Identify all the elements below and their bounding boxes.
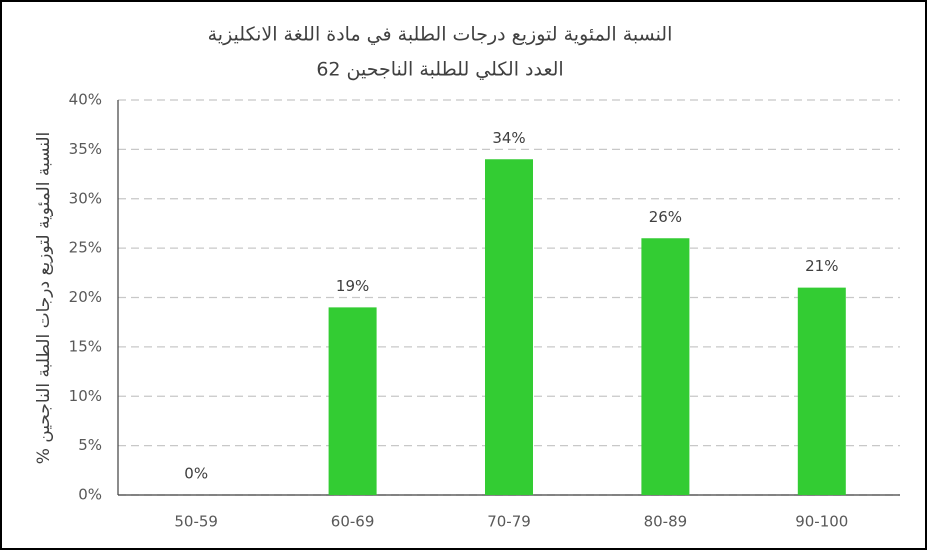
data-label: 0% — [184, 465, 208, 483]
data-label: 26% — [649, 208, 682, 226]
y-tick-label: 0% — [78, 486, 102, 504]
y-tick-label: 35% — [69, 140, 102, 158]
chart-subtitle: العدد الكلي للطلبة الناجحين 62 — [316, 59, 563, 81]
y-tick-label: 25% — [69, 239, 102, 257]
x-tick-label: 50-59 — [174, 513, 218, 531]
y-tick-label: 10% — [69, 387, 102, 405]
data-label: 21% — [805, 257, 838, 275]
y-tick-label: 30% — [69, 189, 102, 207]
bar — [797, 287, 846, 495]
bar — [641, 238, 690, 495]
chart-title: النسبة المئوية لتوزيع درجات الطلبة في ما… — [208, 24, 673, 46]
data-label: 34% — [492, 129, 525, 147]
x-tick-label: 60-69 — [331, 513, 375, 531]
x-tick-label: 90-100 — [795, 513, 848, 531]
bar — [328, 307, 377, 495]
y-tick-label: 5% — [78, 436, 102, 454]
y-tick-label: 40% — [69, 91, 102, 109]
y-tick-label: 20% — [69, 288, 102, 306]
x-tick-label: 70-79 — [487, 513, 531, 531]
data-label: 19% — [336, 277, 369, 295]
bar — [485, 159, 533, 495]
y-axis-label: النسبة المئوية لتوزيع درجات الطلبة الناج… — [34, 132, 54, 465]
y-tick-label: 15% — [69, 337, 102, 355]
x-tick-label: 80-89 — [644, 513, 688, 531]
